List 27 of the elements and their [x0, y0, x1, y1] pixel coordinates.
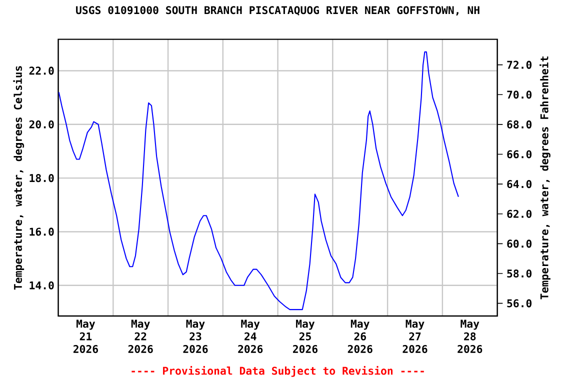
x-tick-label: May 25 2026 [293, 320, 318, 354]
x-tick-label: May 23 2026 [183, 320, 208, 354]
y2-tick-label: 72.0 [507, 60, 532, 69]
y-tick-label: 20.0 [29, 120, 54, 128]
y2-tick-label: 58.0 [507, 269, 532, 278]
x-tick-label: May 24 2026 [238, 320, 263, 354]
y2-axis-title: Temperature, water, degrees Fahrenheit [540, 56, 550, 300]
y2-tick-label: 62.0 [507, 210, 532, 218]
text: ---- Provisional Data Subject to Revision ---- [132, 366, 424, 377]
chart-title: USGS 01091000 SOUTH BRANCH PISCATAQUOG RIVER NEAR GOFFSTOWN, NH [76, 6, 480, 16]
y-tick-label: 18.0 [30, 174, 54, 182]
y2-tick-label: 68.0 [507, 120, 532, 128]
x-tick-label: May 21 2026 [73, 320, 98, 354]
y-tick-label: 14.0 [30, 281, 54, 290]
y2-tick-label: 60.0 [507, 240, 532, 248]
y-tick-label: 16.0 [30, 228, 54, 236]
x-tick-label: May 28 2026 [458, 320, 482, 354]
line-series [58, 51, 459, 310]
x-tick-label: May 22 2026 [128, 320, 153, 354]
x-tick-label: May 27 2026 [402, 320, 428, 354]
y-axis-title: Temperature, water, degrees Celsius [13, 66, 24, 290]
x-tick-label: May 26 2026 [348, 320, 372, 354]
y-tick-label: 22.0 [29, 66, 54, 75]
y2-tick-label: 70.0 [507, 90, 532, 99]
y2-tick-label: 56.0 [507, 299, 532, 308]
y2-tick-label: 64.0 [507, 180, 532, 188]
y2-tick-label: 66.0 [507, 150, 532, 158]
